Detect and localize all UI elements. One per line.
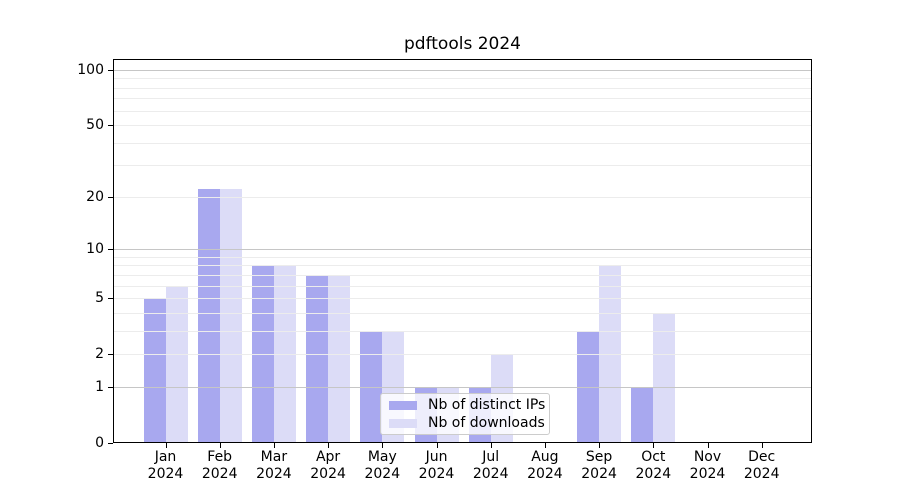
y-tick-label-100: 100 <box>77 61 104 78</box>
bar-downloads-jan <box>165 285 188 443</box>
y-tick-10 <box>108 249 113 251</box>
x-tick-oct <box>653 443 655 448</box>
bar-distinct-ips-oct <box>631 386 654 443</box>
bars-layer <box>113 59 812 443</box>
x-tick-feb <box>219 443 221 448</box>
x-tick-dec <box>761 443 763 448</box>
x-tick-sep <box>599 443 601 448</box>
x-tick-jan <box>165 443 167 448</box>
x-tick-mar <box>273 443 275 448</box>
bar-distinct-ips-feb <box>197 189 220 443</box>
bar-downloads-mar <box>273 265 296 443</box>
y-tick-label-1: 1 <box>95 378 104 395</box>
y-tick-50 <box>108 125 113 127</box>
bar-distinct-ips-apr <box>306 274 329 443</box>
y-tick-0 <box>108 443 113 444</box>
bar-distinct-ips-sep <box>577 330 600 443</box>
x-tick-label-feb: Feb 2024 <box>201 449 238 482</box>
x-tick-aug <box>544 443 546 448</box>
y-tick-1 <box>108 386 113 388</box>
y-tick-100 <box>108 69 113 71</box>
x-tick-label-apr: Apr 2024 <box>310 449 346 482</box>
bar-downloads-feb <box>219 189 242 443</box>
x-tick-may <box>382 443 384 448</box>
x-tick-label-sep: Sep 2024 <box>581 449 617 482</box>
x-tick-jul <box>490 443 492 448</box>
bar-downloads-apr <box>328 274 351 443</box>
legend-label-distinct-ips: Nb of distinct IPs <box>428 397 546 413</box>
x-tick-jun <box>436 443 438 448</box>
x-tick-label-aug: Aug 2024 <box>527 449 563 482</box>
legend: Nb of distinct IPs Nb of downloads <box>380 393 550 435</box>
y-tick-label-5: 5 <box>95 290 104 307</box>
x-tick-label-may: May 2024 <box>364 449 401 482</box>
legend-swatch-downloads <box>389 418 417 428</box>
y-tick-label-10: 10 <box>86 241 104 258</box>
chart-title: pdftools 2024 <box>404 34 521 54</box>
legend-item-distinct-ips: Nb of distinct IPs <box>389 396 545 414</box>
bar-distinct-ips-may <box>360 330 383 443</box>
x-tick-label-nov: Nov 2024 <box>689 449 726 482</box>
y-tick-2 <box>108 354 113 356</box>
x-tick-label-jun: Jun 2024 <box>418 449 455 482</box>
x-tick-label-mar: Mar 2024 <box>256 449 292 482</box>
legend-swatch-distinct-ips <box>389 400 417 410</box>
x-tick-label-jul: Jul 2024 <box>472 449 509 482</box>
y-tick-label-50: 50 <box>86 117 104 134</box>
bar-distinct-ips-jan <box>143 298 166 443</box>
y-tick-label-2: 2 <box>95 346 104 363</box>
bar-downloads-sep <box>599 265 622 443</box>
bar-downloads-oct <box>653 312 676 443</box>
y-tick-label-20: 20 <box>86 188 104 205</box>
x-tick-label-jan: Jan 2024 <box>147 449 184 482</box>
x-tick-nov <box>707 443 709 448</box>
y-tick-5 <box>108 298 113 300</box>
x-tick-label-oct: Oct 2024 <box>635 449 672 482</box>
legend-label-downloads: Nb of downloads <box>428 415 545 431</box>
bar-distinct-ips-mar <box>251 265 274 443</box>
x-tick-label-dec: Dec 2024 <box>743 449 780 482</box>
legend-item-downloads: Nb of downloads <box>389 414 545 432</box>
x-tick-apr <box>328 443 330 448</box>
y-tick-20 <box>108 196 113 198</box>
y-tick-label-0: 0 <box>95 435 104 451</box>
